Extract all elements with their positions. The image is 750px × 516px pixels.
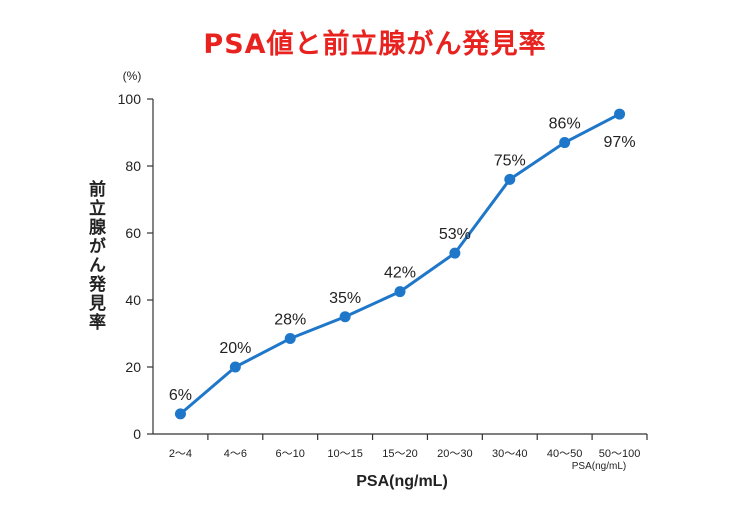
data-label: 20% [219, 340, 251, 357]
axes [152, 99, 647, 435]
y-tick-label: 40 [125, 292, 141, 308]
data-label: 53% [439, 226, 471, 243]
y-axis-label: 前立腺がん発見率 [85, 180, 105, 332]
x-tick-label: 15～20 [382, 448, 417, 460]
data-point [614, 108, 626, 120]
series [174, 108, 626, 420]
x-tick-label: 20～30 [437, 448, 472, 460]
y-tick-label: 60 [125, 225, 141, 241]
data-point [504, 173, 516, 185]
y-tick-label: 0 [133, 426, 141, 442]
data-label: 6% [169, 387, 192, 404]
data-label: 75% [494, 152, 526, 169]
x-axis-label: PSA(ng/mL) [356, 473, 448, 490]
y-tick-label: 80 [125, 158, 141, 174]
data-label: 97% [604, 134, 636, 151]
y-axis-unit: (%) [123, 69, 142, 83]
data-point [339, 311, 351, 323]
x-tick-label: 6～10 [276, 448, 305, 460]
x-ticks: 2～4 4～6 6～10 10～15 15～20 20～30 30～40 40～50 50～10… [169, 434, 648, 460]
x-tick-label: 40～50 [547, 448, 582, 460]
data-point [449, 247, 461, 259]
data-point [284, 333, 296, 345]
data-label: 86% [549, 116, 581, 133]
y-tick-label: 20 [125, 359, 141, 375]
data-point [229, 361, 241, 373]
x-tick-label: 30～40 [492, 448, 527, 460]
x-tick-label: 50～100 [599, 448, 641, 460]
data-label: 35% [329, 290, 361, 307]
data-label: 28% [274, 312, 306, 329]
data-point [559, 137, 571, 149]
data-point [394, 286, 406, 298]
data-point [174, 408, 186, 420]
y-ticks: 0 20 40 60 80 100 [118, 91, 153, 442]
chart-title: PSA値と前立腺がん発見率 [203, 29, 547, 60]
x-axis-unit: PSA(ng/mL) [572, 461, 626, 472]
x-tick-label: 4～6 [224, 448, 247, 460]
data-labels: 6% 20% 28% 35% 42% 53% 75% 86% 97% [169, 116, 636, 404]
x-tick-label: 2～4 [169, 448, 192, 460]
x-tick-label: 10～15 [327, 448, 362, 460]
data-label: 42% [384, 265, 416, 282]
y-tick-label: 100 [118, 91, 142, 107]
